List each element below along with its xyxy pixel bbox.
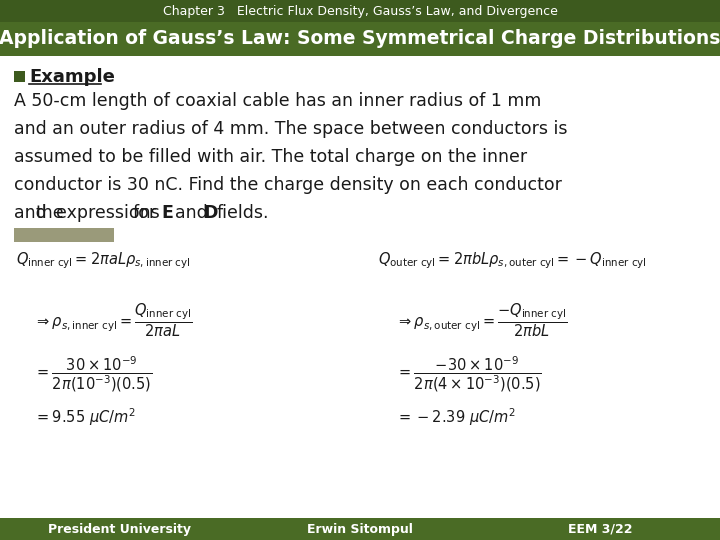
Bar <box>0 518 720 540</box>
Text: E: E <box>161 204 173 222</box>
Text: President University: President University <box>48 523 192 536</box>
Text: $= -2.39\ \mu C/m^2$: $= -2.39\ \mu C/m^2$ <box>396 406 516 428</box>
Bar <box>14 71 25 82</box>
Text: $\Rightarrow \rho_{s,\mathrm{inner\ cyl}} = \dfrac{Q_{\mathrm{inner\ cyl}}}{2\pi: $\Rightarrow \rho_{s,\mathrm{inner\ cyl}… <box>34 302 192 339</box>
Text: Application of Gauss’s Law: Some Symmetrical Charge Distributions: Application of Gauss’s Law: Some Symmetr… <box>0 30 720 49</box>
Text: and an outer radius of 4 mm. The space between conductors is: and an outer radius of 4 mm. The space b… <box>14 120 567 138</box>
Text: the: the <box>35 204 63 222</box>
Text: Example: Example <box>29 68 115 85</box>
Text: expressions: expressions <box>56 204 160 222</box>
Bar <box>0 22 720 56</box>
Text: for: for <box>133 204 157 222</box>
Text: $= \dfrac{30 \times 10^{-9}}{2\pi(10^{-3})(0.5)}$: $= \dfrac{30 \times 10^{-9}}{2\pi(10^{-3… <box>34 354 153 394</box>
Text: and: and <box>175 204 208 222</box>
Text: $Q_{\mathrm{outer\ cyl}} = 2\pi b L \rho_{s,\mathrm{outer\ cyl}} = -Q_{\mathrm{i: $Q_{\mathrm{outer\ cyl}} = 2\pi b L \rho… <box>378 250 647 271</box>
Text: Erwin Sitompul: Erwin Sitompul <box>307 523 413 536</box>
Text: D: D <box>203 204 217 222</box>
Bar <box>0 0 720 22</box>
Text: A 50-cm length of coaxial cable has an inner radius of 1 mm: A 50-cm length of coaxial cable has an i… <box>14 92 541 110</box>
Text: and: and <box>14 204 47 222</box>
Text: EEM 3/22: EEM 3/22 <box>568 523 632 536</box>
Text: assumed to be filled with air. The total charge on the inner: assumed to be filled with air. The total… <box>14 148 527 166</box>
Text: $\Rightarrow \rho_{s,\mathrm{outer\ cyl}} = \dfrac{-Q_{\mathrm{inner\ cyl}}}{2\p: $\Rightarrow \rho_{s,\mathrm{outer\ cyl}… <box>396 302 568 339</box>
Bar <box>14 228 114 242</box>
Text: Chapter 3   Electric Flux Density, Gauss’s Law, and Divergence: Chapter 3 Electric Flux Density, Gauss’s… <box>163 4 557 17</box>
Text: $Q_{\mathrm{inner\ cyl}} = 2\pi a L \rho_{s,\mathrm{inner\ cyl}}$: $Q_{\mathrm{inner\ cyl}} = 2\pi a L \rho… <box>16 250 191 271</box>
Text: fields.: fields. <box>217 204 269 222</box>
Text: $= 9.55\ \mu C/m^2$: $= 9.55\ \mu C/m^2$ <box>34 406 136 428</box>
Text: $= \dfrac{-30 \times 10^{-9}}{2\pi(4 \times 10^{-3})(0.5)}$: $= \dfrac{-30 \times 10^{-9}}{2\pi(4 \ti… <box>396 354 541 394</box>
Text: conductor is 30 nC. Find the charge density on each conductor: conductor is 30 nC. Find the charge dens… <box>14 176 562 194</box>
